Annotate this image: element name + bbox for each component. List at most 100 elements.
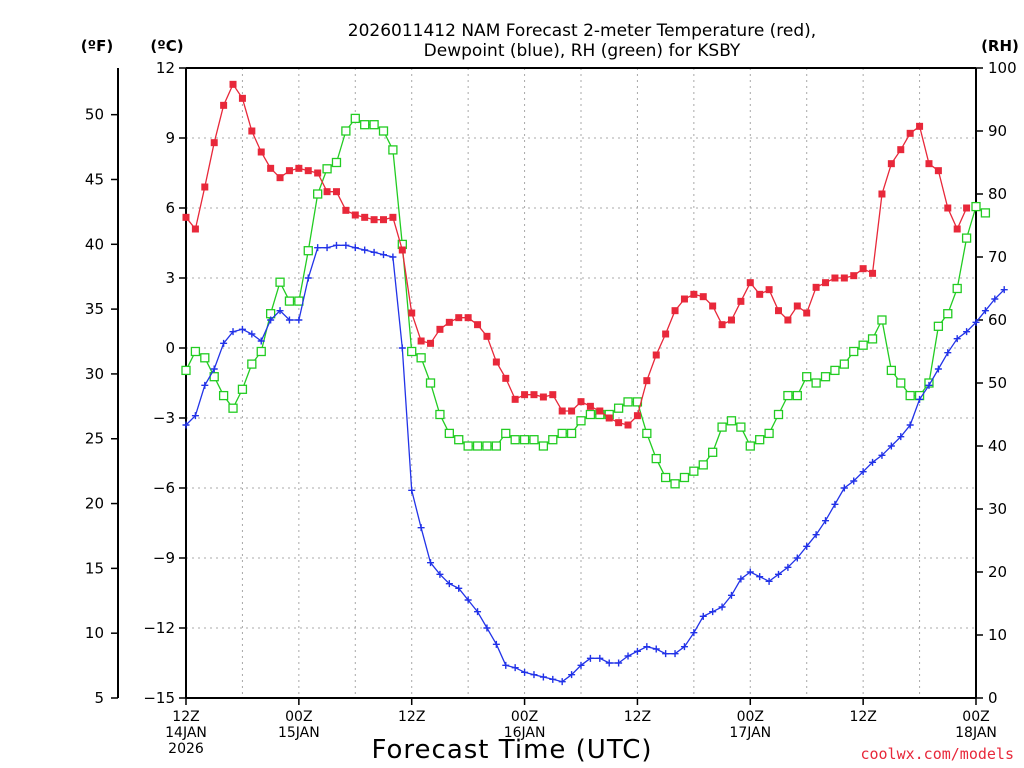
rh-point: [689, 466, 699, 476]
temperature-point: [850, 272, 858, 280]
rh-point: [952, 283, 962, 294]
rh-point: [425, 378, 436, 388]
temperature-point: [784, 316, 792, 324]
dewpoint-point: [756, 573, 764, 581]
dewpoint-point: [662, 650, 670, 658]
temperature-point: [934, 167, 942, 175]
dewpoint-point: [887, 442, 895, 450]
temperature-point: [652, 351, 660, 359]
temperature-point: [869, 269, 877, 277]
rh-point: [576, 416, 586, 426]
temperature-point: [859, 265, 867, 273]
rh-unit-label: (RH): [981, 37, 1019, 55]
time-tick-label: 00Z: [511, 709, 538, 725]
dewpoint-point: [709, 608, 717, 616]
temperature-point: [220, 101, 228, 109]
rh-tick-label: 70: [988, 248, 1007, 266]
rh-tick-label: 80: [988, 185, 1007, 203]
dewpoint-point: [220, 339, 228, 347]
dewpoint-point: [455, 584, 463, 592]
chart-title-line-2: Dewpoint (blue), RH (green) for KSBY: [424, 41, 741, 61]
temperature-point: [699, 293, 707, 301]
dewpoint-point: [285, 316, 293, 324]
dewpoint-point: [963, 328, 971, 336]
dewpoint-point: [850, 477, 858, 485]
dewpoint-point: [812, 531, 820, 539]
dewpoint-point: [380, 251, 387, 259]
time-tick-label: 15JAN: [278, 725, 320, 741]
rh-point: [313, 189, 323, 199]
temperature-point: [483, 332, 491, 340]
rh-point: [858, 340, 868, 350]
fahrenheit-tick-label: 25: [85, 430, 104, 448]
rh-point: [247, 359, 257, 369]
dewpoint-point: [398, 344, 406, 352]
temperature-point: [812, 283, 820, 291]
dewpoint-point: [483, 624, 491, 632]
dewpoint-point: [633, 647, 641, 655]
dewpoint-point: [408, 486, 416, 494]
dewpoint-point: [746, 568, 754, 576]
rh-point: [369, 120, 379, 130]
temperature-point: [276, 174, 284, 182]
axes-layer: [117, 67, 977, 699]
rh-point: [350, 113, 360, 124]
celsius-tick-label: −15: [143, 689, 175, 707]
rh-point: [886, 365, 897, 376]
temperature-point: [502, 374, 510, 382]
rh-point: [971, 201, 981, 212]
temperature-point: [615, 419, 623, 427]
rh-point: [218, 390, 229, 401]
time-tick-label: 00Z: [962, 709, 989, 725]
dewpoint-point: [727, 591, 735, 599]
temperature-point: [662, 330, 670, 338]
rh-point: [820, 372, 831, 382]
temperature-point: [539, 393, 547, 401]
rh-point: [228, 403, 238, 413]
dewpoint-point: [652, 645, 660, 653]
rh-tick-label: 0: [988, 689, 998, 707]
dewpoint-point: [568, 671, 576, 679]
temperature-point: [492, 358, 500, 366]
rh-point: [783, 390, 793, 401]
dewpoint-point: [191, 412, 199, 420]
temperature-point: [342, 206, 350, 214]
dewpoint-point: [897, 433, 905, 441]
temperature-point: [455, 314, 463, 322]
temperature-point: [408, 309, 416, 317]
celsius-unit-label: (ºC): [150, 37, 183, 55]
dewpoint-point: [596, 654, 604, 662]
celsius-tick-label: 9: [165, 129, 175, 147]
temperature-point: [906, 129, 914, 137]
dewpoint-point: [822, 517, 830, 525]
temperature-point: [474, 321, 482, 329]
dewpoint-point: [605, 659, 613, 667]
dewpoint-point: [530, 671, 538, 679]
temperature-point: [332, 188, 340, 196]
dewpoint-point: [718, 603, 726, 611]
dewpoint-point: [267, 316, 275, 324]
rh-point: [378, 126, 389, 136]
temperature-point: [191, 225, 199, 233]
rh-tick-label: 40: [988, 437, 1007, 455]
temperature-point: [671, 307, 679, 315]
temperature-point: [746, 279, 754, 287]
rh-point: [200, 353, 210, 363]
temperature-point: [257, 148, 265, 156]
dewpoint-point: [361, 246, 369, 254]
temperature-point: [549, 391, 557, 399]
fahrenheit-tick-label: 40: [85, 235, 104, 253]
temperature-point: [944, 204, 952, 212]
rh-point: [557, 428, 567, 439]
dewpoint-point: [944, 349, 952, 357]
rh-point: [933, 321, 944, 331]
rh-point: [773, 409, 784, 420]
temperature-series: [182, 80, 971, 429]
dewpoint-point: [342, 241, 350, 249]
rh-point: [294, 296, 304, 306]
rh-point: [181, 365, 191, 376]
rh-point: [407, 346, 417, 357]
rh-tick-label: 60: [988, 311, 1007, 329]
dewpoint-point: [737, 575, 745, 583]
